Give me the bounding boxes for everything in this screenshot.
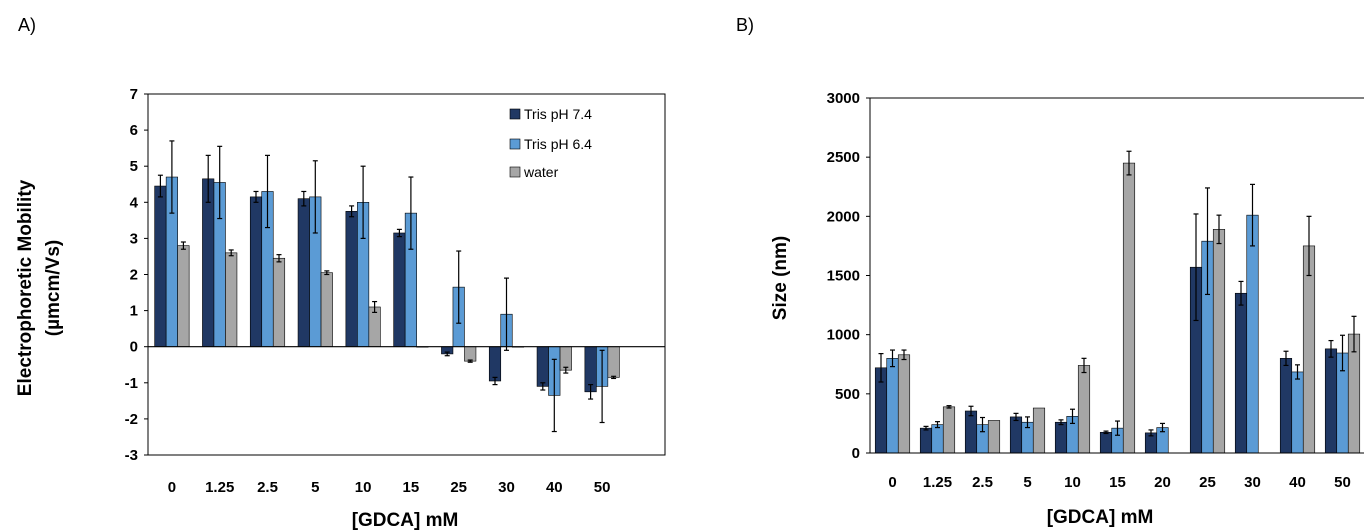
panel-a-x-tick-label: 40: [546, 479, 563, 496]
panel-b-bar-tris-ph-7-4: [919, 427, 933, 454]
panel-a-x-tick-label: 25: [450, 479, 467, 496]
panel-a-y-tick-label: 5: [130, 158, 138, 175]
panel-b-bar-tris-ph-7-4: [1234, 292, 1248, 454]
panel-b-x-axis-title: [GDCA] mM: [1047, 507, 1154, 528]
panel-a-y-tick-label: 1: [130, 303, 138, 320]
panel-b-chart: B) 0 500 1000 1500 2000 2500 3000 0 1.25 2.5 5 10 15…: [736, 15, 1364, 528]
panel-a-bar-tris-ph-7-4: [345, 211, 358, 347]
panel-b-bar-tris-ph-7-4: [1009, 416, 1023, 454]
panel-a-x-tick-label: 1.25: [205, 479, 234, 496]
panel-a-x-tick-label: 5: [311, 479, 319, 496]
panel-a-x-tick-label: 15: [403, 479, 420, 496]
panel-b-label: B): [736, 15, 754, 35]
panel-a-label: A): [18, 15, 36, 35]
panel-a-x-tick-label: 30: [498, 479, 515, 496]
panel-b-bar-tris-ph-7-4: [1099, 431, 1113, 454]
panel-b-x-tick-label: 10: [1064, 474, 1081, 491]
panel-b-y-tick-label: 0: [852, 445, 860, 462]
panel-b-bar-water: [1302, 245, 1316, 454]
panel-a-y-axis-title-line1: Electrophoretic Mobility: [15, 179, 36, 396]
panel-b-bar-tris-ph-7-4: [1054, 421, 1068, 454]
panel-b-x-tick-label: 5: [1023, 474, 1031, 491]
panel-a-bar-water: [559, 346, 572, 371]
panel-a-bar-tris-ph-7-4: [297, 198, 310, 347]
panel-b-y-tick-label: 500: [835, 386, 860, 403]
panel-a-y-tick-label: 0: [130, 339, 138, 356]
panel-a-bar-tris-ph-7-4: [536, 346, 549, 387]
panel-b-x-tick-label: 2.5: [972, 474, 993, 491]
panel-b-bar-water: [1212, 229, 1226, 454]
panel-b-bar-tris-ph-6-4: [931, 424, 944, 454]
legend-label-water: water: [523, 164, 559, 180]
panel-b-bar-water: [987, 420, 1001, 454]
panel-a-x-axis-title: [GDCA] mM: [352, 510, 459, 531]
panel-a-bar-water: [320, 272, 333, 348]
panel-b-bar-water: [942, 406, 956, 454]
panel-b-x-tick-label: 0: [888, 474, 896, 491]
panel-a-x-tick-label: 0: [168, 479, 176, 496]
panel-a-y-tick-label: 3: [130, 230, 138, 247]
panel-a-legend: Tris pH 7.4 Tris pH 6.4 water: [509, 106, 592, 180]
panel-b-bar-tris-ph-7-4: [964, 410, 978, 454]
panel-b-bar-tris-ph-6-4: [886, 358, 899, 454]
panel-a-bar-tris-ph-7-4: [249, 196, 263, 347]
panel-b-x-tick-label: 50: [1334, 474, 1351, 491]
panel-b-y-axis-title: Size (nm): [770, 236, 791, 320]
panel-b-x-tick-label: 40: [1289, 474, 1306, 491]
panel-a-bar-tris-ph-7-4: [393, 232, 406, 347]
panel-b-bar-tris-ph-6-4: [1291, 371, 1304, 454]
panel-b-y-tick-label: 1000: [827, 327, 860, 344]
legend-label-tris-7-4: Tris pH 7.4: [524, 106, 592, 122]
panel-b-bar-tris-ph-6-4: [1246, 214, 1259, 454]
panel-a-bar-water: [464, 346, 477, 362]
legend-swatch-tris-6-4: [509, 138, 521, 150]
panel-b-bar-water: [1077, 365, 1091, 454]
panel-b-bar-tris-ph-7-4: [1279, 358, 1293, 454]
panel-a-bar-tris-ph-7-4: [154, 185, 167, 347]
panel-a-chart: A) -3 -2 -1 0 1 2 3 4 5 6 7 0 1.25 2.5 5 10 15 25 30 40 50 […: [15, 15, 666, 531]
legend-swatch-tris-7-4: [509, 108, 521, 120]
panel-b-x-tick-label: 25: [1199, 474, 1216, 491]
legend-label-tris-6-4: Tris pH 6.4: [524, 136, 592, 152]
panel-a-bar-water: [272, 257, 286, 348]
panel-b-bar-water: [1122, 162, 1136, 454]
panel-a-x-tick-label: 10: [355, 479, 372, 496]
panel-a-bar-water: [177, 245, 190, 347]
panel-a-y-tick-label: 2: [130, 267, 138, 284]
panel-a-bar-tris-ph-7-4: [488, 346, 502, 382]
panel-b-bar-water: [1032, 407, 1046, 454]
panel-a-x-tick-label: 2.5: [257, 479, 278, 496]
panel-a-y-tick-label: 6: [130, 122, 138, 139]
panel-a-bar-water: [225, 252, 238, 347]
panel-b-x-tick-label: 30: [1244, 474, 1261, 491]
panel-a-y-tick-label: -3: [125, 447, 138, 464]
panel-a-y-axis-title-line2: (µmcm/Vs): [43, 240, 64, 336]
panel-a-y-tick-label: 4: [130, 194, 139, 211]
panel-a-bar-tris-ph-7-4: [202, 178, 215, 348]
panel-a-y-tick-label: -2: [125, 411, 138, 428]
panel-b-x-tick-label: 1.25: [923, 474, 952, 491]
panel-b-x-tick-label: 20: [1154, 474, 1171, 491]
panel-b-y-tick-label: 2500: [827, 149, 860, 166]
panel-a-y-tick-label: -1: [125, 375, 138, 392]
panel-b-bar-water: [897, 354, 911, 454]
panel-b-y-tick-label: 1500: [827, 268, 860, 285]
panel-a-y-tick-label: 7: [130, 86, 138, 103]
panel-b-y-tick-label: 2000: [827, 208, 860, 225]
panel-b-x-tick-label: 15: [1109, 474, 1126, 491]
legend-swatch-water: [509, 166, 521, 178]
panel-b-bar-tris-ph-7-4: [1324, 348, 1338, 454]
panel-a-x-tick-label: 50: [594, 479, 611, 496]
panel-a-bar-water: [607, 346, 620, 378]
panel-b-y-tick-label: 3000: [827, 90, 860, 107]
